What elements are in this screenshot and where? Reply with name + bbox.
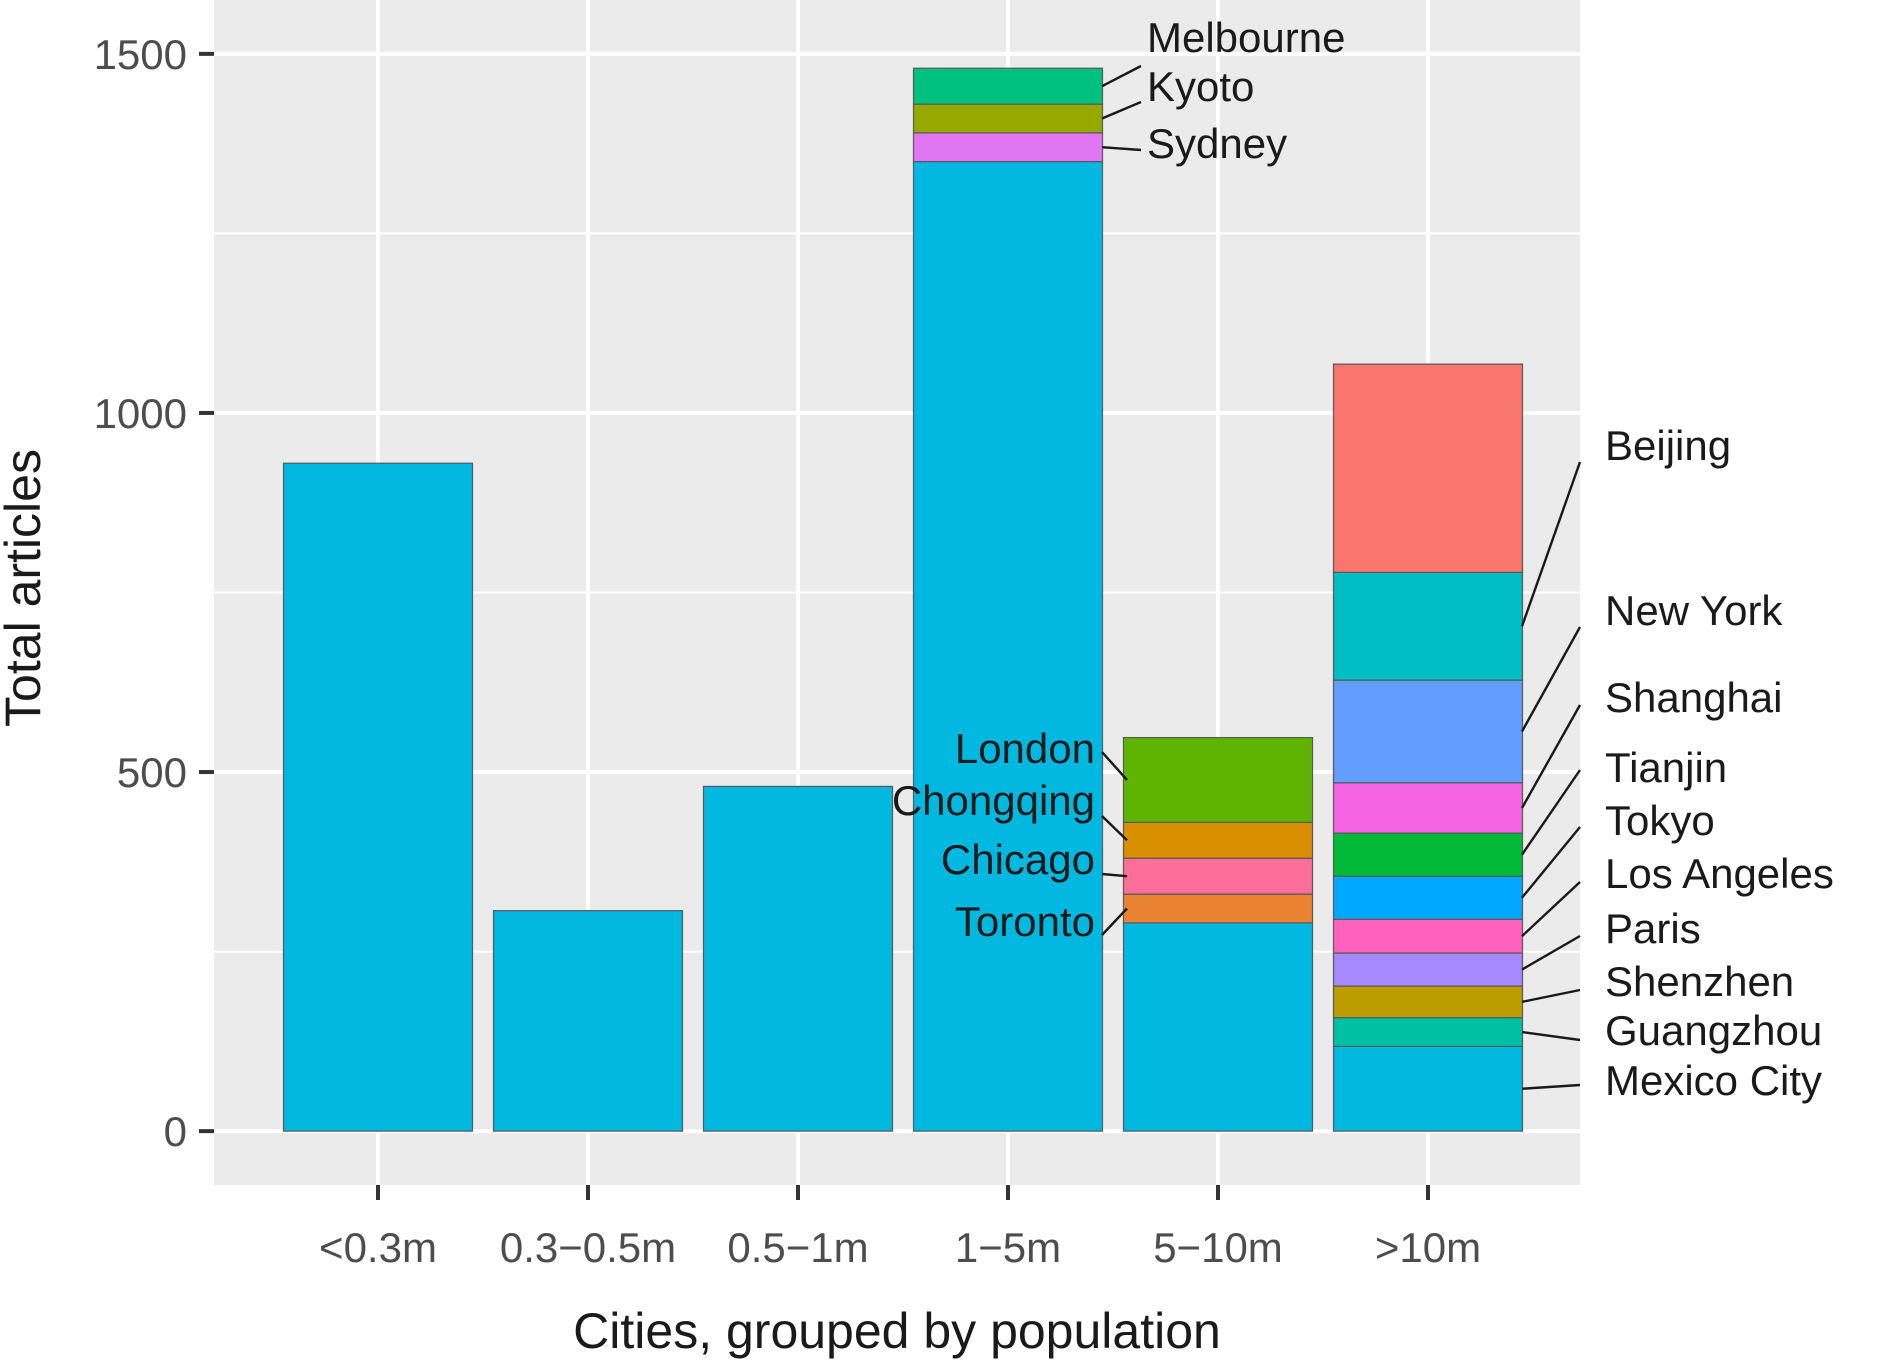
bar-segment-melbourne xyxy=(912,67,1104,105)
x-tick-label-1-5m: 1−5m xyxy=(955,1224,1061,1271)
y-tick-label: 0 xyxy=(164,1108,187,1155)
bar-segment-0-3m-other xyxy=(282,462,474,1132)
bar-segment-1-5m-other xyxy=(912,160,1104,1132)
leader-line-chicago xyxy=(1101,872,1128,878)
bar-segment-new-york xyxy=(1332,679,1524,784)
bar-segment-tianjin xyxy=(1332,832,1524,877)
bar-segment-beijing xyxy=(1332,571,1524,681)
city-label-shanghai: Shanghai xyxy=(1605,674,1783,721)
y-tick-label: 1500 xyxy=(94,31,187,78)
leader-line-new-york xyxy=(1520,626,1582,733)
bar-segment-los-angeles xyxy=(1332,918,1524,954)
leader-line-mexico-city xyxy=(1521,1083,1581,1090)
leader-line-tianjin xyxy=(1521,769,1581,856)
x-axis: <0.3m 0.3−0.5m 0.5−1m 1−5m 5−10m >10m xyxy=(319,1185,1481,1271)
bar-segment-shanghai xyxy=(1332,782,1524,834)
bars xyxy=(282,67,1524,1132)
x-tick-label-0-5-1m: 0.5−1m xyxy=(727,1224,868,1271)
leader-line-toronto xyxy=(1101,907,1128,936)
bar-segment-chongqing xyxy=(1122,821,1314,859)
leader-line-kyoto xyxy=(1101,100,1142,120)
bar-segment-guangzhou xyxy=(1332,1017,1524,1047)
city-label-chongqing: Chongqing xyxy=(892,777,1095,824)
leader-line-beijing xyxy=(1520,461,1582,627)
leader-line-guangzhou xyxy=(1521,1030,1581,1042)
bar-segment-shenzhen xyxy=(1332,985,1524,1019)
y-axis: 0 500 1000 1500 xyxy=(94,31,214,1155)
leader-line-shenzhen xyxy=(1521,988,1581,1004)
bar-segment-kyoto xyxy=(912,103,1104,134)
city-label-tokyo: Tokyo xyxy=(1605,797,1715,844)
city-label-tianjin: Tianjin xyxy=(1605,744,1727,791)
city-label-shenzhen: Shenzhen xyxy=(1605,958,1794,1005)
y-tick-label: 1000 xyxy=(94,390,187,437)
leader-line-shanghai xyxy=(1520,704,1582,809)
leader-line-london xyxy=(1101,751,1128,781)
leader-line-melbourne xyxy=(1101,64,1142,88)
city-label-los-angeles: Los Angeles xyxy=(1605,850,1834,897)
bar-segment-chicago xyxy=(1122,857,1314,895)
x-tick-label-0-3m: <0.3m xyxy=(319,1224,437,1271)
city-label-paris: Paris xyxy=(1605,905,1701,952)
x-tick-label-5-10m: 5−10m xyxy=(1153,1224,1283,1271)
city-label-mexico-city: Mexico City xyxy=(1605,1057,1822,1104)
y-tick-label: 500 xyxy=(117,749,187,796)
city-label-beijing: Beijing xyxy=(1605,422,1731,469)
bar-segment-mexico-city xyxy=(1332,1045,1524,1132)
city-label-sydney: Sydney xyxy=(1147,120,1287,167)
bar-segment-paris xyxy=(1332,952,1524,987)
city-label-chicago: Chicago xyxy=(941,836,1095,883)
x-tick-label-0-3-0-5m: 0.3−0.5m xyxy=(500,1224,676,1271)
city-label-toronto: Toronto xyxy=(955,898,1095,945)
leader-line-los-angeles xyxy=(1521,881,1581,938)
bar-segment-london xyxy=(1122,736,1314,823)
city-label-london: London xyxy=(955,725,1095,772)
bar-segment-tokyo xyxy=(1332,875,1524,920)
leader-line-sydney xyxy=(1101,146,1142,152)
bar-segment-0-3-0-5m-other xyxy=(492,910,684,1132)
bar-segment-toronto xyxy=(1122,893,1314,924)
bar-segment-0-5-1m-other xyxy=(702,785,894,1132)
x-tick-label-10m: >10m xyxy=(1375,1224,1481,1271)
leader-line-paris xyxy=(1521,934,1581,971)
city-label-melbourne: Melbourne xyxy=(1147,14,1345,61)
city-label-kyoto: Kyoto xyxy=(1147,63,1254,110)
leader-line-chongqing xyxy=(1101,815,1128,842)
city-label-guangzhou: Guangzhou xyxy=(1605,1007,1822,1054)
bar-segment-10m-other xyxy=(1332,363,1524,573)
x-axis-title: Cities, grouped by population xyxy=(573,1303,1221,1359)
city-label-new-york: New York xyxy=(1605,587,1783,634)
bar-segment-sydney xyxy=(912,132,1104,163)
bar-segment-5-10m-other xyxy=(1122,922,1314,1132)
y-axis-title: Total articles xyxy=(0,449,51,727)
leader-line-tokyo xyxy=(1521,826,1581,899)
